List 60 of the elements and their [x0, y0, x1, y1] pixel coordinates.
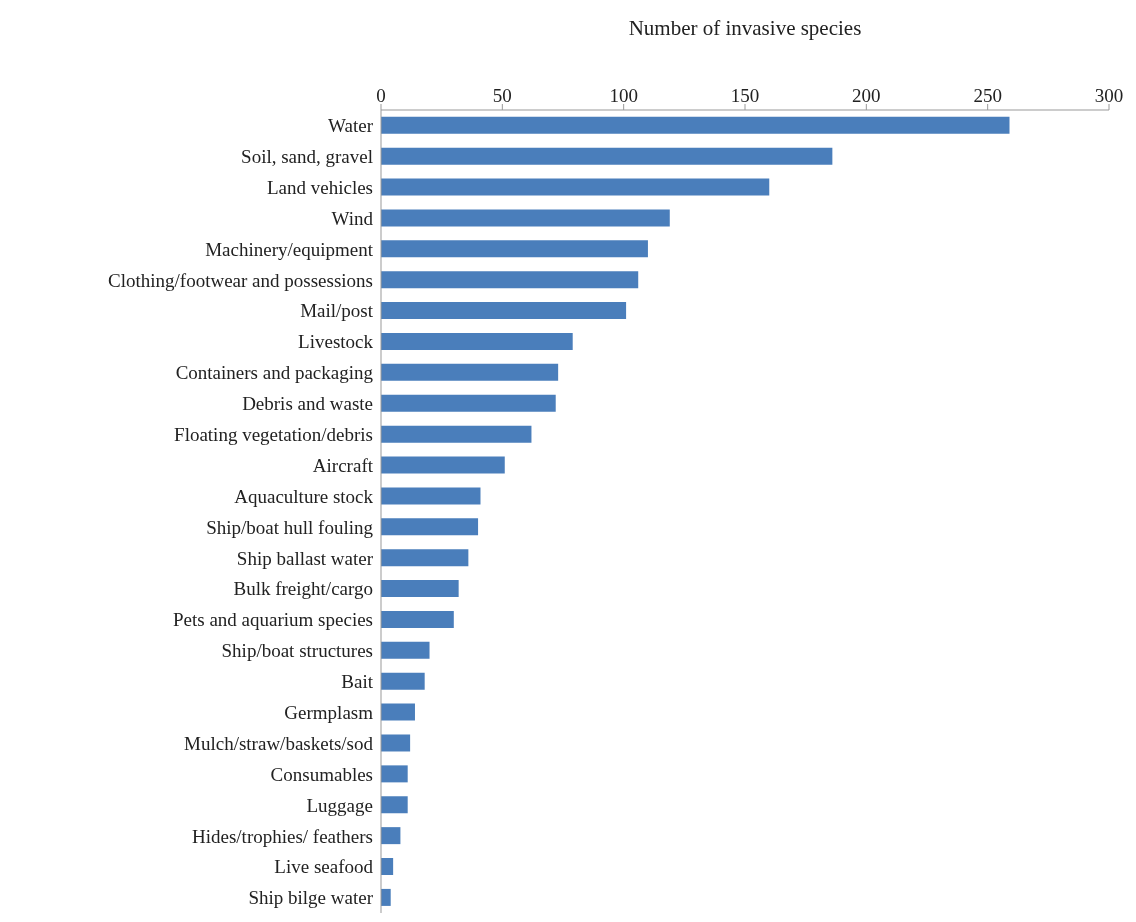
bar	[381, 518, 479, 536]
bar	[381, 178, 770, 196]
bar	[381, 888, 391, 906]
y-tick-label: Floating vegetation/debris	[174, 424, 373, 446]
y-tick-label: Hides/trophies/ feathers	[192, 825, 373, 847]
bar	[381, 271, 639, 289]
y-tick-label: Bait	[341, 671, 374, 693]
bar	[381, 425, 532, 443]
y-tick-label: Bulk freight/cargo	[233, 578, 373, 600]
bar	[381, 487, 481, 505]
bar	[381, 302, 627, 320]
bar	[381, 703, 415, 721]
bar	[381, 734, 411, 752]
x-tick-label: 150	[730, 85, 760, 106]
bar	[381, 672, 425, 690]
y-tick-label: Ship/boat structures	[221, 640, 373, 662]
bar	[381, 209, 670, 227]
bar	[381, 641, 430, 659]
x-tick-label: 50	[492, 85, 512, 106]
bar	[381, 610, 454, 628]
y-tick-label: Containers and packaging	[175, 362, 374, 384]
bar	[381, 858, 394, 876]
x-axis-title: Number of invasive species	[627, 16, 863, 41]
bar	[381, 456, 505, 474]
x-tick-label: 250	[973, 85, 1002, 106]
x-tick-label: 0	[376, 85, 386, 106]
bar	[381, 363, 559, 381]
bar	[381, 765, 408, 783]
y-tick-label: Germplasm	[284, 701, 374, 723]
y-tick-label: Machinery/equipment	[205, 238, 374, 260]
bar	[381, 796, 408, 814]
y-tick-label: Water	[328, 115, 374, 137]
y-tick-label: Mail/post	[300, 300, 374, 322]
bar	[381, 549, 469, 567]
y-tick-label: Land vehicles	[266, 176, 373, 198]
y-tick-label: Debris and waste	[242, 393, 373, 415]
y-tick-label: Mulch/straw/baskets/sod	[184, 732, 374, 754]
y-tick-label: Pets and aquarium species	[173, 609, 373, 631]
y-tick-label: Aircraft	[312, 454, 374, 476]
y-tick-label: Clothing/footwear and possessions	[108, 269, 373, 291]
bar	[381, 332, 573, 350]
bar	[381, 827, 401, 845]
y-tick-label: Wind	[331, 207, 374, 229]
x-tick-label: 100	[609, 85, 638, 106]
y-tick-label: Ship ballast water	[236, 547, 374, 569]
y-tick-label: Soil, sand, gravel	[241, 146, 373, 168]
y-tick-label: Consumables	[270, 763, 373, 785]
bar	[381, 116, 1010, 134]
x-tick-label: 200	[852, 85, 881, 106]
bar	[381, 240, 648, 258]
y-tick-label: Luggage	[306, 794, 373, 816]
y-tick-label: Ship bilge water	[248, 887, 374, 909]
y-tick-label: Ship/boat hull fouling	[206, 516, 374, 538]
bar	[381, 147, 833, 165]
bar	[381, 394, 556, 412]
y-tick-label: Live seafood	[274, 856, 374, 878]
y-tick-label: Livestock	[298, 331, 374, 353]
y-tick-label: Aquaculture stock	[234, 485, 374, 507]
bar	[381, 580, 459, 598]
x-tick-label: 300	[1094, 85, 1124, 106]
